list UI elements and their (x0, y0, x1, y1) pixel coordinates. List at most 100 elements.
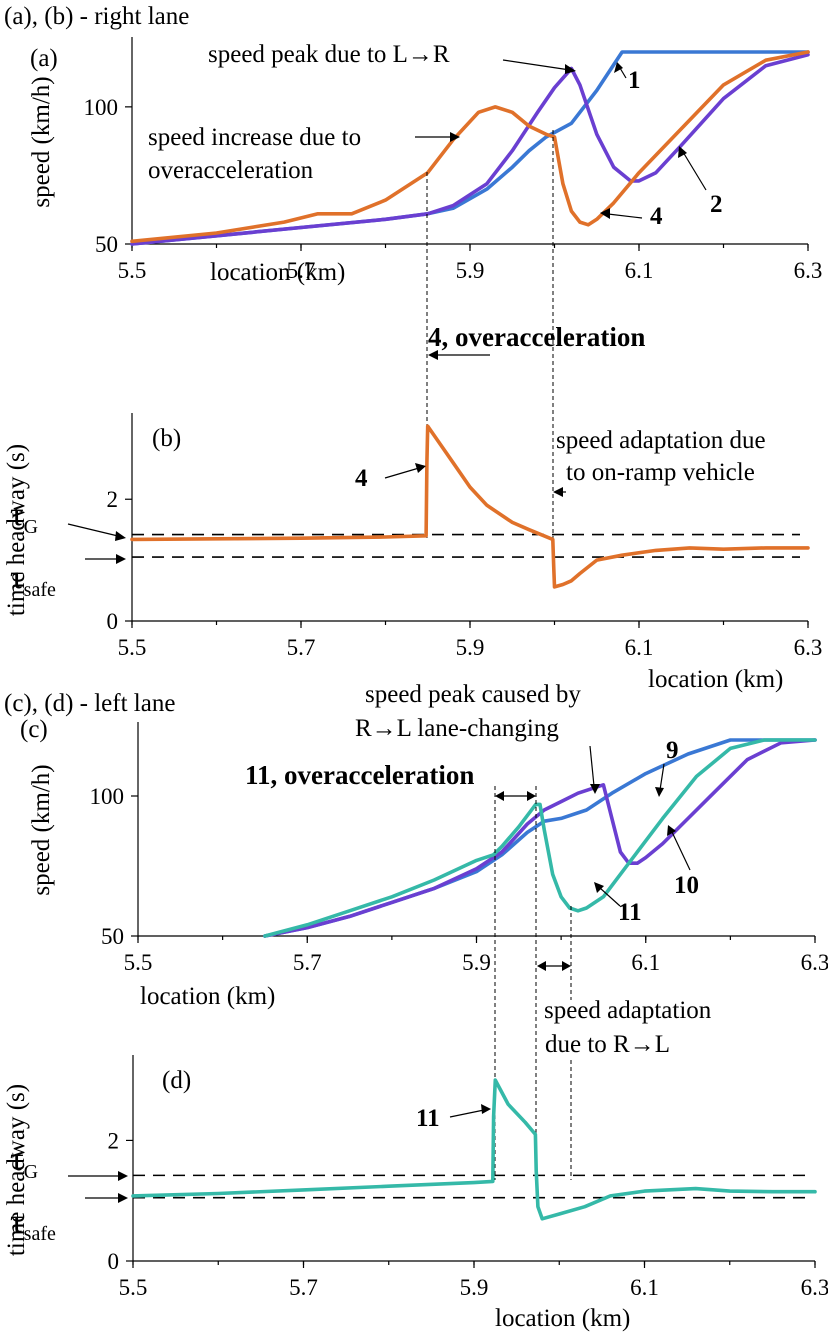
arrow-series-11-d (449, 1109, 485, 1118)
y-axis-label-a: speed (km/h) (28, 76, 55, 207)
annotation-due-to-rl: due to R→L (545, 1031, 670, 1058)
y-axis-label-b: time headway (s) (3, 444, 30, 616)
x-tick-label: 6.1 (625, 635, 654, 660)
y-axis-label-d: time headway (s) (3, 1084, 30, 1256)
arrow-head-speed-increase (450, 132, 460, 142)
arrow-series-9 (659, 763, 665, 791)
x-tick-label: 6.3 (794, 635, 823, 660)
arrow-head-series-11-d (481, 1104, 491, 1114)
arrow-series-1 (619, 67, 627, 79)
x-tick-label: 5.7 (287, 635, 316, 660)
arrow-series-2 (682, 151, 707, 191)
x-axis-label-d: location (km) (495, 1305, 630, 1332)
x-tick-label: 5.7 (293, 950, 322, 975)
x-tick-label: 5.9 (456, 258, 485, 283)
series-label-11-d: 11 (416, 1105, 440, 1132)
arrow-head-tau-safe-b (116, 554, 126, 564)
x-tick-label: 5.9 (456, 635, 485, 660)
annotation-speed-peak-lr: speed peak due to L→R (208, 41, 450, 68)
tau-safe-label-d: τsafe (10, 1203, 56, 1245)
section-title-right-lane: (a), (b) - right lane (4, 3, 189, 30)
x-tick-label: 6.3 (801, 1275, 828, 1300)
x-tick-label: 6.1 (630, 1275, 659, 1300)
y-tick-label: 100 (84, 95, 119, 120)
series-label-4-b: 4 (355, 465, 368, 492)
arrow-head-series-2 (678, 146, 687, 158)
annotation-speed-peak-caused: speed peak caused by (365, 681, 581, 708)
arrow-series-4-a (607, 213, 643, 219)
x-tick-label: 5.9 (460, 1275, 489, 1300)
arrow-head-series-4-b (415, 463, 426, 473)
annotation-4-overacceleration: 4, overacceleration (428, 322, 645, 352)
arrow-head-speed-peak (565, 64, 576, 74)
series-label-10: 10 (674, 872, 699, 899)
tau-g-label-d: τG (10, 1141, 38, 1183)
arrow-head-tau-g-b (115, 531, 126, 541)
double-arrow-right-head-oa (527, 791, 536, 801)
panel-label-a: (a) (30, 45, 58, 72)
annotation-11-overacceleration: 11, overacceleration (245, 760, 474, 790)
tau-safe-label-b: τsafe (10, 559, 56, 601)
arrow-tau-g-b (67, 523, 119, 537)
double-arrow-left-head-oa (495, 791, 504, 801)
y-tick-label: 2 (108, 1128, 120, 1153)
annotation-speed-adaptation-rl: speed adaptation (544, 997, 712, 1024)
x-tick-label: 5.5 (124, 950, 153, 975)
panel-label-b: (b) (152, 425, 181, 452)
arrow-head-series-1 (614, 62, 623, 73)
panel-b: (b) 5.5 5.7 5.9 6.1 6.3 0 2 time headway (s) l… (3, 413, 822, 693)
arrow-head-tau-safe-d (118, 1193, 128, 1203)
arrow-head-series-9 (655, 787, 664, 797)
x-tick-label: 5.5 (119, 1275, 148, 1300)
arrow-head-tau-g-d (118, 1171, 128, 1181)
series-label-2: 2 (710, 191, 723, 218)
y-tick-label: 50 (101, 924, 124, 949)
annotation-on-ramp-vehicle: to on-ramp vehicle (566, 459, 755, 486)
arrow-head-4-overacceleration (428, 350, 438, 360)
arrow-series-11-c (599, 887, 621, 907)
y-tick-label: 2 (107, 487, 119, 512)
x-axis-label-a: location (km) (210, 259, 345, 286)
series-label-9: 9 (666, 737, 679, 764)
arrow-head-series-4-a (600, 208, 610, 219)
series-line-11 (131, 1078, 817, 1221)
y-tick-label: 50 (95, 232, 118, 257)
panel-d: (d) 5.5 5.7 5.9 6.1 6.3 0 2 time headway (s) l… (3, 1055, 828, 1332)
x-tick-label: 6.1 (625, 258, 654, 283)
arrow-head-series-10 (667, 825, 676, 836)
double-arrow-left-head-ad (537, 961, 546, 971)
y-axis-label-c: speed (km/h) (28, 764, 55, 895)
y-tick-label: 0 (107, 609, 119, 634)
x-tick-label: 6.1 (631, 950, 660, 975)
series-label-11-c: 11 (618, 899, 642, 926)
y-tick-label: 0 (108, 1249, 120, 1274)
series-label-1: 1 (628, 67, 641, 94)
y-tick-label: 100 (90, 784, 125, 809)
tau-g-label-b: τG (10, 496, 38, 538)
panel-label-d: (d) (162, 1067, 191, 1094)
arrow-head-on-ramp (553, 487, 563, 497)
arrow-head-series-11-c (594, 882, 604, 893)
series-line-4 (130, 50, 810, 244)
double-arrow-right-head-ad (562, 961, 571, 971)
series-line-11 (263, 738, 817, 938)
series-line-4 (130, 424, 810, 589)
section-title-left-lane: (c), (d) - left lane (4, 690, 175, 717)
annotation-speed-adaptation: speed adaptation due (556, 427, 766, 454)
x-tick-label: 5.7 (287, 258, 316, 283)
x-tick-label: 5.7 (289, 1275, 318, 1300)
series-label-4: 4 (650, 203, 663, 230)
arrow-head-speed-peak-rl (590, 784, 600, 794)
x-tick-label: 6.3 (801, 950, 828, 975)
arrow-speed-peak (502, 59, 571, 71)
panel-c: (c) speed peak caused by R→L lane-changi… (20, 681, 828, 1058)
arrow-series-4-b (384, 467, 420, 479)
x-axis-label-c: location (km) (140, 983, 275, 1010)
annotation-overacceleration: overacceleration (148, 157, 314, 184)
panel-a: (a) 5.5 5.7 5.9 6.1 6.3 50 100 speed (km/h) lo… (28, 37, 822, 286)
panel-label-c: (c) (20, 716, 48, 743)
series-line-10 (263, 738, 817, 938)
x-axis-label-b: location (km) (648, 666, 783, 693)
x-tick-label: 5.5 (118, 635, 147, 660)
